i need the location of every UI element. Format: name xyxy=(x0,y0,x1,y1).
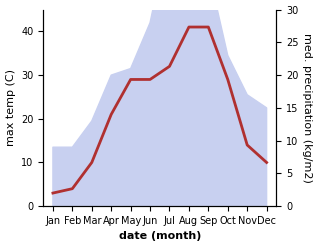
Y-axis label: max temp (C): max temp (C) xyxy=(5,69,16,146)
Y-axis label: med. precipitation (kg/m2): med. precipitation (kg/m2) xyxy=(302,33,313,183)
X-axis label: date (month): date (month) xyxy=(119,231,201,242)
